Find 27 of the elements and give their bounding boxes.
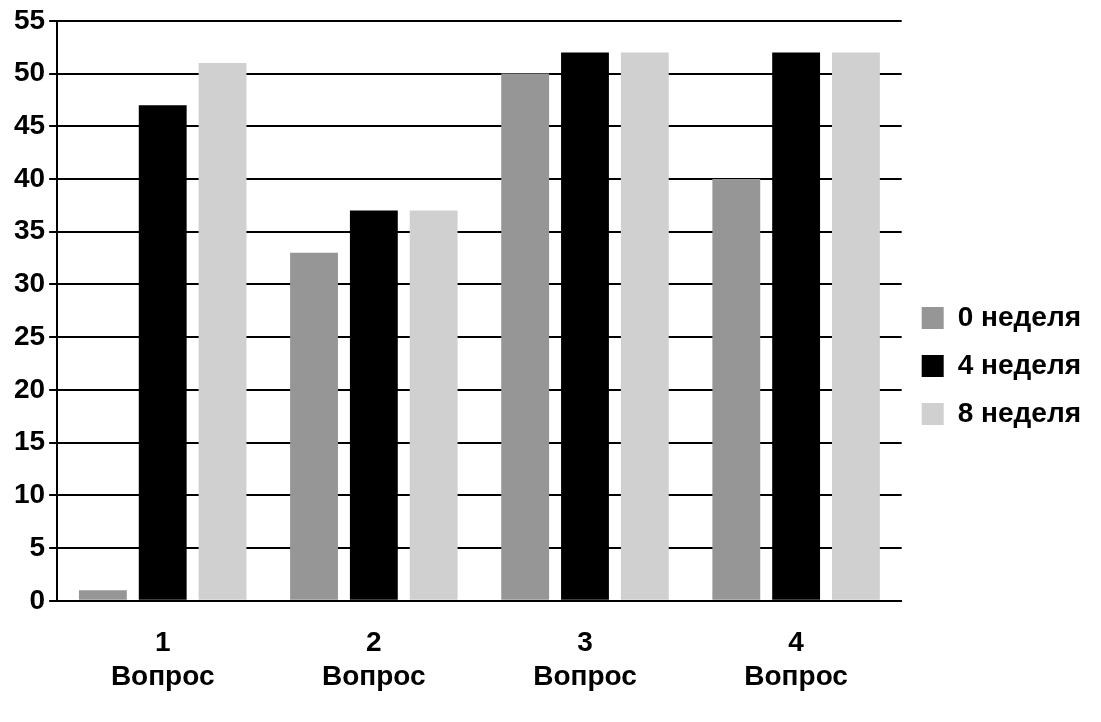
x-tick-label: 3 Вопрос bbox=[533, 626, 637, 691]
bar bbox=[832, 52, 880, 600]
y-tick-label: 50 bbox=[13, 56, 46, 88]
legend-label: 8 неделя bbox=[957, 396, 1082, 428]
y-tick-label: 10 bbox=[13, 478, 46, 510]
bar bbox=[198, 62, 247, 600]
y-tick-label: 20 bbox=[13, 372, 46, 404]
bar bbox=[620, 52, 669, 600]
y-tick-label: 45 bbox=[13, 108, 46, 140]
bar bbox=[409, 210, 458, 600]
x-tick-label: 1 Вопрос bbox=[110, 626, 215, 691]
y-tick-label: 25 bbox=[13, 319, 46, 351]
y-tick-label: 0 bbox=[29, 583, 46, 615]
y-tick-label: 30 bbox=[13, 267, 46, 299]
y-tick-label: 15 bbox=[13, 425, 46, 457]
y-tick-label: 40 bbox=[13, 161, 46, 193]
x-tick-label: 2 Вопрос bbox=[322, 626, 426, 691]
bar bbox=[290, 252, 338, 600]
x-tick-label: 4 Вопрос bbox=[744, 626, 848, 691]
legend-label: 0 неделя bbox=[957, 300, 1082, 332]
bar bbox=[501, 73, 550, 600]
bar bbox=[712, 178, 761, 600]
y-tick-label: 5 bbox=[29, 530, 46, 562]
y-tick-label: 55 bbox=[13, 3, 46, 35]
legend-label: 4 неделя bbox=[957, 348, 1082, 380]
bar bbox=[78, 590, 127, 600]
y-tick-label: 35 bbox=[13, 214, 46, 246]
